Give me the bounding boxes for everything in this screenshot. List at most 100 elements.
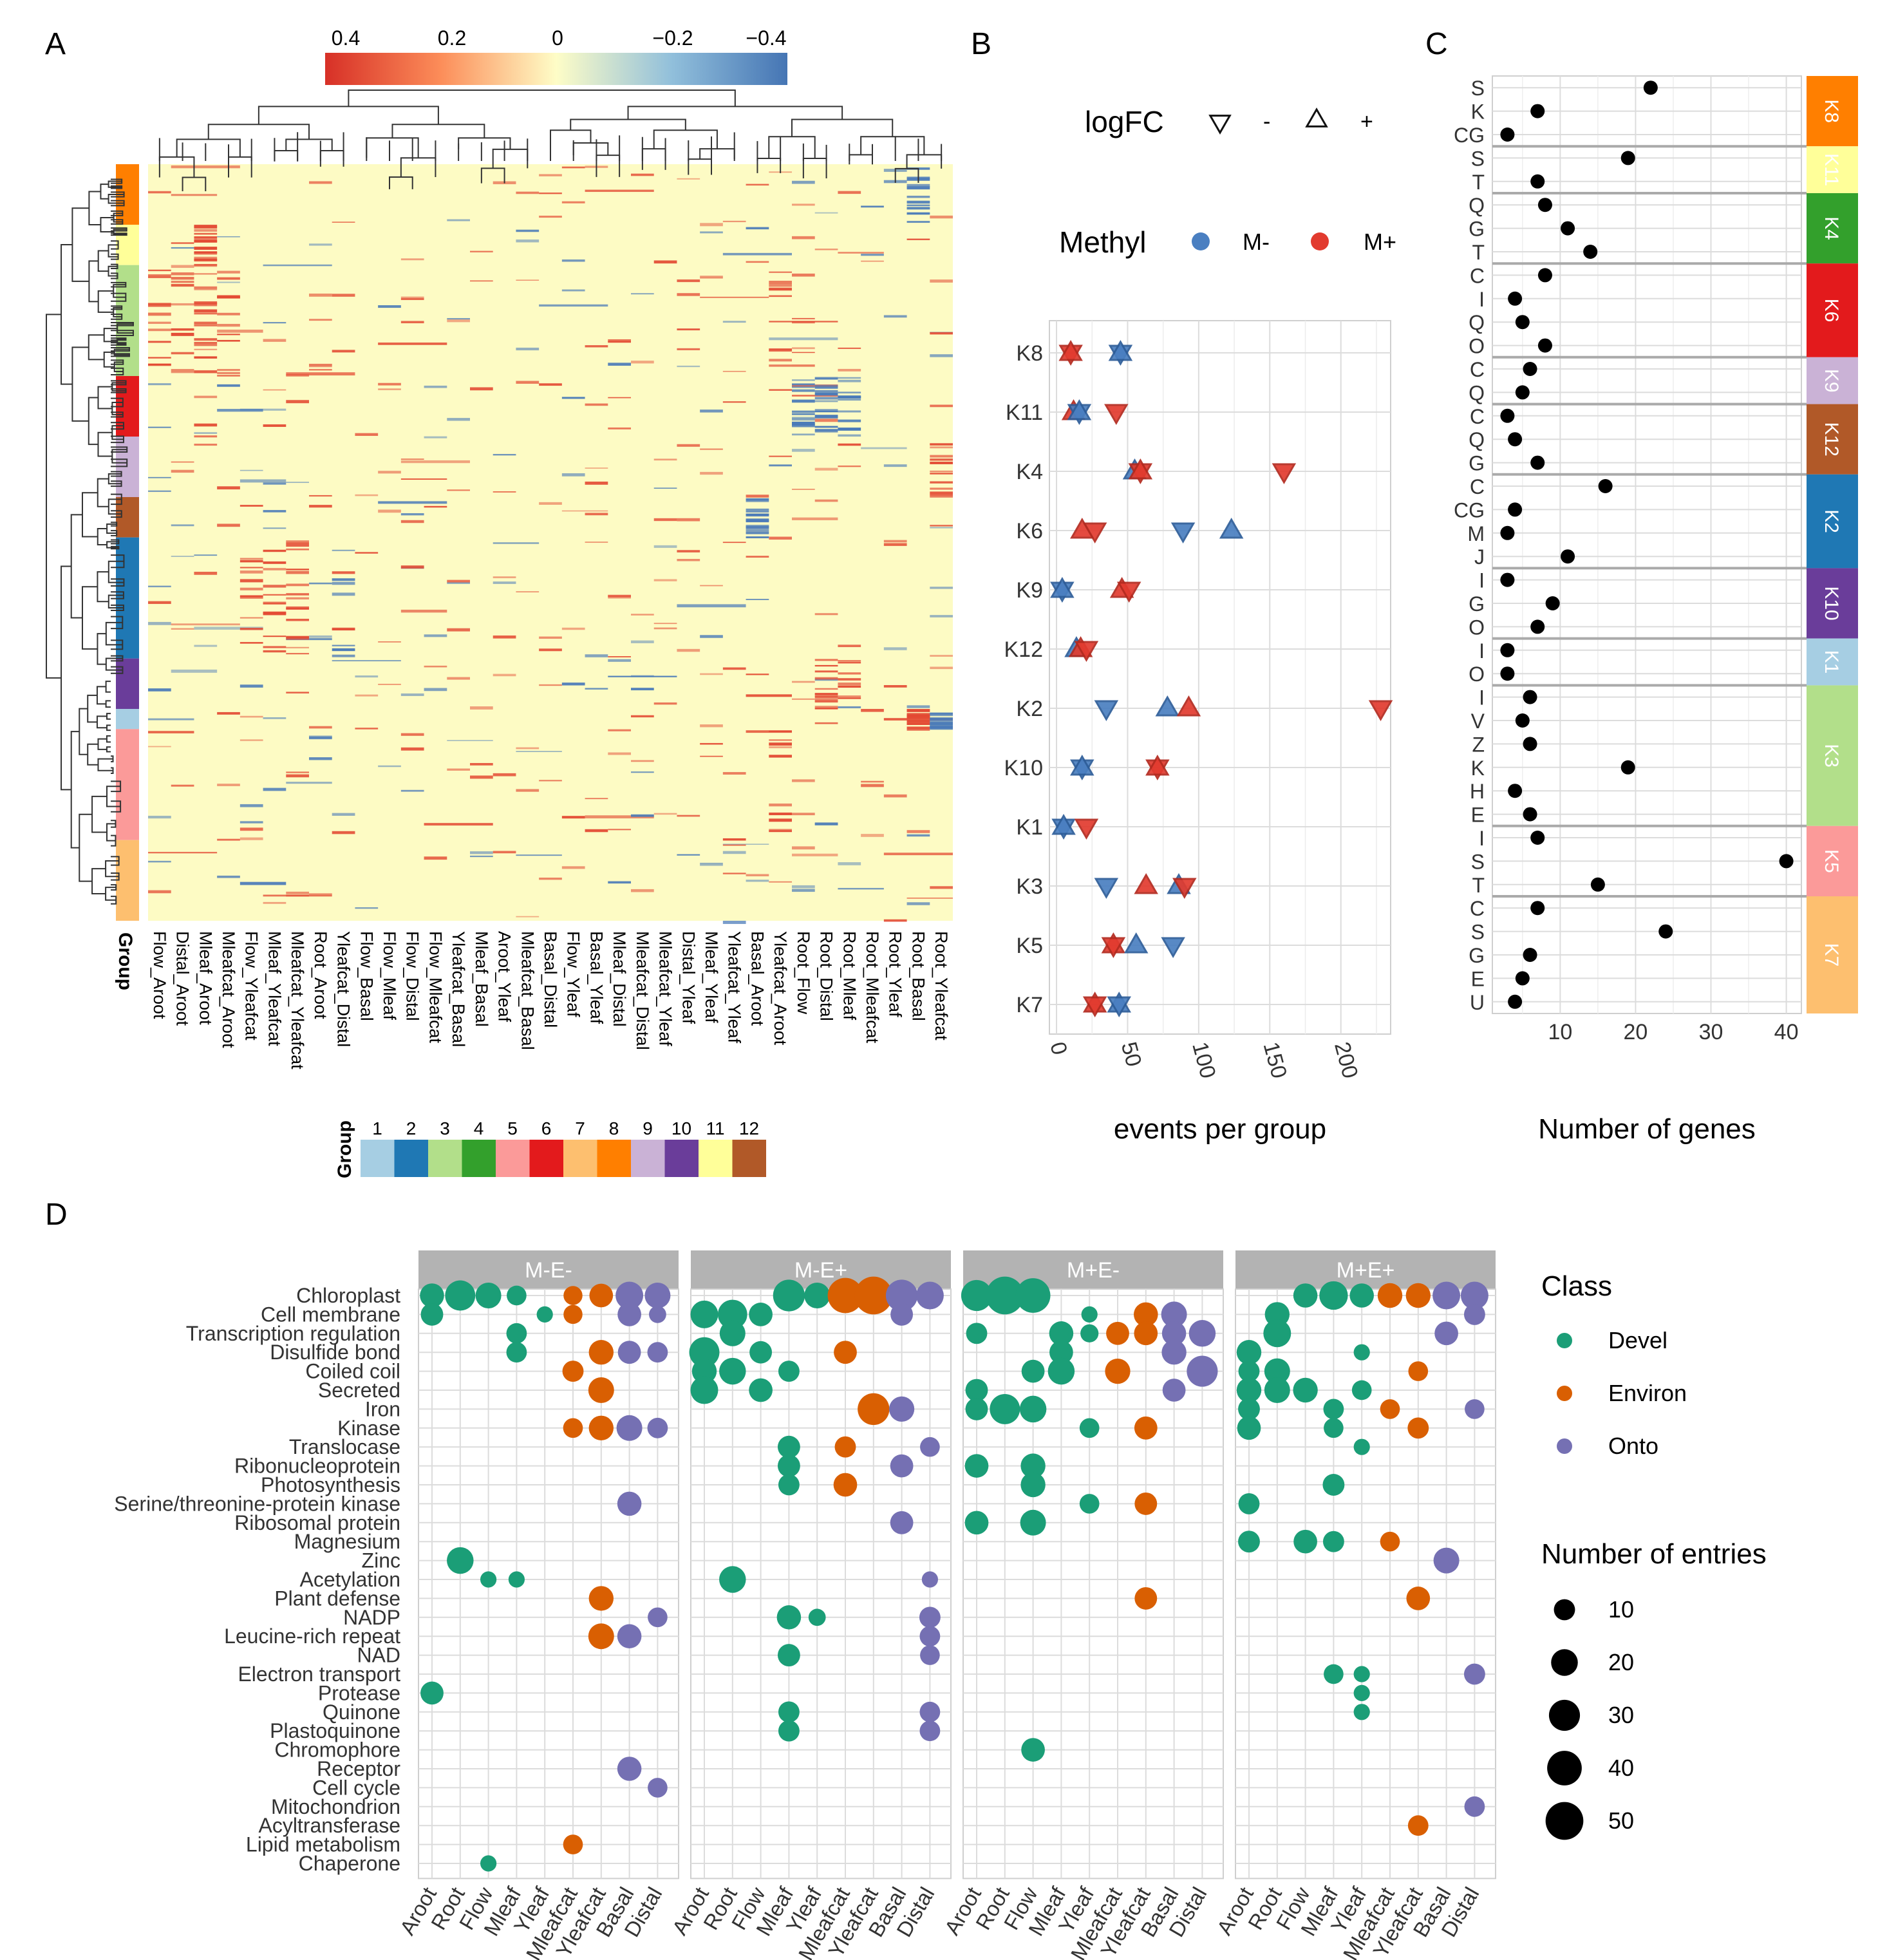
heatmap-cell [217,384,240,387]
row-dendrogram [97,386,113,410]
heatmap-cell [194,252,218,254]
enrichment-bubble [616,1415,643,1441]
heatmap-cell [930,727,953,730]
enrichment-bubble [1238,1493,1260,1514]
heatmap-cell [746,874,769,876]
column-dendrogram [688,158,712,175]
heatmap-cell [677,815,700,817]
heatmap-cell [263,510,286,513]
enrichment-bubble [964,1454,989,1478]
heatmap-cell [792,779,815,782]
heatmap-cell [332,660,401,662]
heatmap-cell [792,352,815,353]
enrichment-bubble [778,1361,800,1382]
heatmap-cell [608,729,631,731]
heatmap-cell [722,838,746,841]
heatmap-cell [746,531,769,533]
enrichment-bubble [1236,1340,1262,1365]
heatmap-cell [722,370,746,372]
heatmap-cell [378,509,401,513]
heatmap-cell [585,542,608,543]
gene-count-point [1500,643,1515,657]
heatmap-cell [792,321,815,324]
heatmap-cell [148,746,171,748]
heatmap-cell [332,645,355,646]
row-dendrogram [106,713,111,720]
y-tick-label: K2 [1016,697,1043,721]
heatmap-cell [930,495,953,498]
heatmap-cell [239,627,263,630]
group-legend-label: 1 [372,1118,382,1138]
heatmap-cell [883,647,907,650]
y-tick-label: E [1471,804,1485,827]
y-tick-label: S [1471,147,1485,170]
heatmap-cell [539,502,562,505]
group-legend-swatch [462,1140,496,1177]
enrichment-bubble [588,1415,614,1440]
enrichment-bubble [508,1571,525,1588]
column-label: Yleafcat_Aroot [771,931,790,1046]
group-strip [1807,685,1858,826]
row-dendrogram [105,681,111,693]
heatmap-cell [814,392,838,396]
heatmap-cell [930,446,953,449]
y-tick-label: Plant defense [274,1587,400,1610]
gene-count-point [1508,994,1523,1009]
group-strip-label: K2 [1821,509,1842,533]
enrichment-bubble [1353,1438,1370,1455]
enrichment-bubble [1460,1281,1488,1310]
gene-count-point [1508,784,1523,798]
heatmap-cell [217,324,240,327]
enrichment-bubble [562,1361,584,1382]
y-tick-label: Leucine-rich repeat [224,1625,400,1648]
size-legend-marker [1545,1802,1584,1840]
heatmap-cell [194,226,218,229]
y-tick-label: S [1471,921,1485,944]
group-legend-label: 4 [474,1118,484,1138]
heatmap-cell [263,611,286,615]
row-dendrogram [111,458,128,467]
heatmap-cell [194,301,218,304]
heatmap-cell [769,271,792,273]
plot-area [1492,75,1802,1014]
heatmap-cell [838,395,861,399]
row-dendrogram [111,604,124,612]
event-marker [1094,878,1119,900]
heatmap-cell [309,368,332,371]
heatmap-cell [447,628,470,632]
heatmap-cell [539,636,562,639]
heatmap-cell [906,709,930,712]
y-tick-label: Acetylation [299,1568,400,1591]
event-marker [1082,996,1107,1018]
column-dendrogram [391,124,485,138]
heatmap-cell [792,889,815,892]
heatmap-cell [194,325,218,326]
heatmap-cell [148,851,218,854]
row-dendrogram [96,686,106,705]
heatmap-cell [677,518,700,522]
heatmap-cell [239,804,263,807]
column-label: Mleaf_Yleafcat [265,931,284,1046]
enrichment-bubble [1293,1283,1318,1308]
enrichment-bubble [588,1340,614,1365]
heatmap-cell [746,498,769,501]
heatmap-cell [814,613,838,616]
row-dendrogram [113,361,124,372]
y-tick-label: C [1470,358,1485,381]
heatmap-cell [814,415,838,419]
heatmap-cell [493,491,516,493]
enrichment-bubble [689,1337,720,1368]
column-label: Aroot_Yleaf [495,931,514,1022]
heatmap-cell [700,296,769,298]
column-label: Root_Aroot [311,931,330,1019]
heatmap-cell [769,739,792,741]
y-tick-label: G [1469,592,1485,616]
row-axis-label: Group [115,932,136,990]
row-dendrogram [111,591,124,599]
gene-count-point [1537,338,1552,353]
heatmap-cell [792,424,815,428]
event-marker [1107,996,1131,1018]
heatmap-cell [171,369,194,372]
heatmap-cell [378,388,401,390]
heatmap-cell [263,717,286,719]
